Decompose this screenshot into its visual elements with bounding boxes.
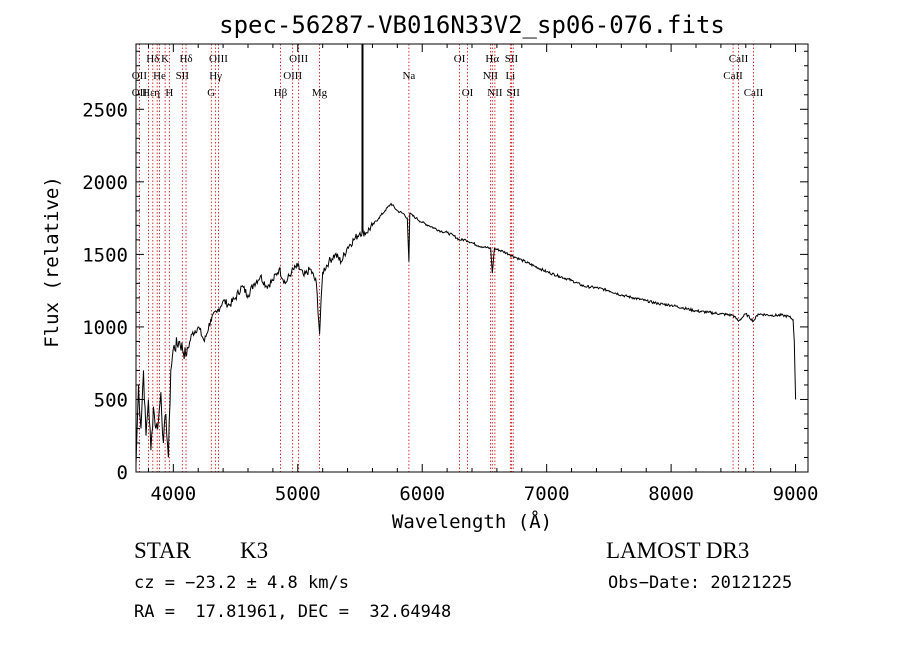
x-tick-label: 6000 [399, 483, 445, 505]
x-tick-label: 9000 [773, 483, 819, 505]
line-label: Hβ [274, 87, 288, 99]
plot-frame [135, 43, 809, 473]
spectrum-line [135, 202, 797, 465]
y-axis-ticks: 0 500 1000 1500 2000 2500 [82, 50, 808, 484]
y-tick-label: 0 [117, 462, 128, 484]
line-label: η [154, 87, 160, 99]
line-label: Na [402, 70, 415, 82]
object-class: STAR [134, 538, 191, 563]
line-label: SII [176, 70, 190, 82]
line-label: OIII [289, 53, 308, 65]
line-label: Hδ [179, 53, 192, 65]
y-tick-label: 2000 [82, 172, 128, 194]
x-tick-label: 7000 [524, 483, 570, 505]
emission-line-markers [138, 44, 754, 472]
line-label: SII [505, 53, 519, 65]
line-label: CaII [729, 53, 749, 65]
x-tick-label: 4000 [150, 483, 196, 505]
line-label: Hγ [209, 70, 222, 82]
y-tick-label: 500 [94, 389, 128, 411]
x-axis-ticks: 4000 5000 6000 7000 8000 9000 [147, 44, 819, 505]
line-label: SII [506, 87, 520, 99]
x-tick-label: 8000 [648, 483, 694, 505]
survey-name: LAMOST DR3 [606, 538, 750, 563]
redshift-velocity: cz = −23.2 ± 4.8 km/s [134, 573, 349, 593]
object-subclass: K3 [240, 538, 269, 563]
x-axis-label: Wavelength (Å) [392, 510, 552, 533]
line-label: Hδ [146, 53, 159, 65]
line-label: OIII [283, 70, 302, 82]
line-label: NII [487, 87, 503, 99]
line-label: CaII [723, 70, 743, 82]
y-tick-label: 1000 [82, 317, 128, 339]
line-label: Li [505, 70, 515, 82]
sky-coordinates: RA = 17.81961, DEC = 32.64948 [134, 602, 452, 622]
line-label: NII [483, 70, 499, 82]
line-label: H [165, 87, 173, 99]
x-tick-label: 5000 [275, 483, 321, 505]
line-label: Mg [312, 87, 328, 99]
line-label: OI [462, 87, 474, 99]
line-label: Hα [485, 53, 499, 65]
line-label: K [161, 53, 169, 65]
chart-title: spec-56287-VB016N33V2_sp06-076.fits [219, 11, 725, 39]
line-label: Hε [142, 87, 155, 99]
line-label: He [153, 70, 166, 82]
y-tick-label: 2500 [82, 99, 128, 121]
y-axis-label: Flux (relative) [41, 176, 63, 348]
line-label: CaII [744, 87, 764, 99]
line-label: OI [454, 53, 466, 65]
line-label: OIII [209, 53, 228, 65]
observation-date: Obs−Date: 20121225 [608, 573, 793, 593]
line-label: G [207, 87, 215, 99]
y-tick-label: 1500 [82, 244, 128, 266]
